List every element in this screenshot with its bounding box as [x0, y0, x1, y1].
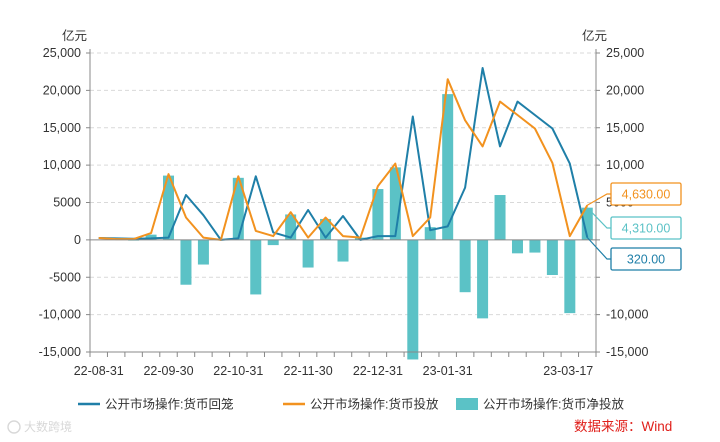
net-injection-bar — [581, 207, 593, 240]
callout-leader-line — [586, 207, 611, 229]
y-tick-label-right: 15,000 — [606, 121, 644, 135]
y-tick-label-right: 10,000 — [606, 158, 644, 172]
callout-box — [610, 247, 682, 271]
source-label: 数据来源：Wind — [574, 419, 672, 434]
y-tick-label-left: 5000 — [53, 196, 81, 210]
x-tick-label: 22-10-31 — [213, 364, 263, 378]
y-tick-label-left: 10,000 — [43, 158, 81, 172]
series-line — [98, 67, 589, 241]
net-injection-bars — [128, 94, 593, 360]
legend-label: 公开市场操作:货币回笼 — [105, 397, 233, 412]
net-injection-bar — [511, 239, 523, 254]
y-tick-label-right: -10,000 — [606, 308, 648, 322]
net-injection-bar — [302, 239, 314, 268]
callout-value: 4,310.00 — [622, 222, 671, 236]
gridlines — [90, 52, 596, 353]
y-tick-label-left: -5000 — [49, 270, 81, 284]
y-tick-label-right: 25,000 — [606, 46, 644, 60]
net-injection-bar — [529, 239, 541, 253]
net-injection-bar — [232, 177, 244, 240]
net-injection-bar — [389, 167, 401, 240]
x-tick-label: 23-01-31 — [423, 364, 473, 378]
net-injection-bar — [180, 239, 192, 285]
net-injection-bar — [197, 239, 209, 265]
net-injection-bar — [407, 239, 419, 360]
y-tick-label-right: -15,000 — [606, 345, 648, 359]
legend: 公开市场操作:货币回笼 公开市场操作:货币投放 公开市场操作:货币净投放 — [78, 397, 624, 412]
net-injection-bar — [267, 239, 279, 246]
callout-value: 4,630.00 — [622, 188, 671, 202]
x-tick-label: 23-03-17 — [543, 364, 593, 378]
callout-value: 320.00 — [627, 253, 665, 267]
net-injection-bar — [372, 189, 384, 240]
net-injection-bar — [320, 218, 332, 240]
net-injection-bar — [477, 239, 489, 319]
net-injection-bar — [250, 239, 262, 295]
watermark-logo-icon — [7, 420, 21, 434]
y-tick-label-left: 20,000 — [43, 83, 81, 97]
net-injection-bar — [285, 214, 297, 240]
watermark: 大数跨境 — [7, 419, 72, 434]
end-value-callouts: 4,630.00 4,310.00 320.00 — [586, 182, 682, 271]
watermark-text: 大数跨境 — [24, 419, 72, 434]
y-tick-label-left: 15,000 — [43, 121, 81, 135]
right-unit-label: 亿元 — [582, 28, 607, 43]
callout-box — [610, 182, 682, 206]
net-injection-bar — [424, 227, 436, 240]
callout-leader-line — [586, 193, 611, 206]
left-unit-label: 亿元 — [62, 28, 87, 43]
x-tick-label: 22-08-31 — [74, 364, 124, 378]
net-injection-bar — [494, 195, 506, 240]
x-axis-ticks: 22-08-31 22-09-30 22-10-31 22-11-30 22-12-31… — [74, 352, 597, 378]
y-tick-label-left: 25,000 — [43, 46, 81, 60]
line-series — [98, 67, 589, 241]
net-injection-bar — [337, 239, 349, 262]
net-injection-bar — [442, 94, 454, 240]
x-tick-label: 22-11-30 — [284, 364, 333, 378]
net-injection-bar — [564, 239, 576, 314]
legend-label: 公开市场操作:货币净投放 — [483, 397, 624, 412]
net-injection-bar — [546, 239, 558, 276]
legend-swatch-bar — [456, 398, 478, 410]
y-tick-label-left: -15,000 — [39, 345, 81, 359]
callout-box — [610, 216, 682, 240]
net-injection-bar — [163, 175, 175, 240]
callout-leader-line — [586, 237, 611, 260]
x-tick-label: 22-09-30 — [143, 364, 193, 378]
series-line — [98, 78, 589, 241]
axes — [89, 49, 597, 353]
net-injection-bar — [459, 239, 471, 293]
y-tick-label-left: 0 — [74, 233, 81, 247]
net-injection-bar — [145, 234, 157, 240]
left-y-axis-ticks: 25,000 20,000 15,000 10,000 5000 0 -5000 -10,00… — [39, 46, 90, 359]
y-tick-label-right: 20,000 — [606, 83, 644, 97]
y-tick-label-left: -10,000 — [39, 308, 81, 322]
x-tick-label: 22-12-31 — [353, 364, 403, 378]
legend-label: 公开市场操作:货币投放 — [310, 397, 439, 412]
